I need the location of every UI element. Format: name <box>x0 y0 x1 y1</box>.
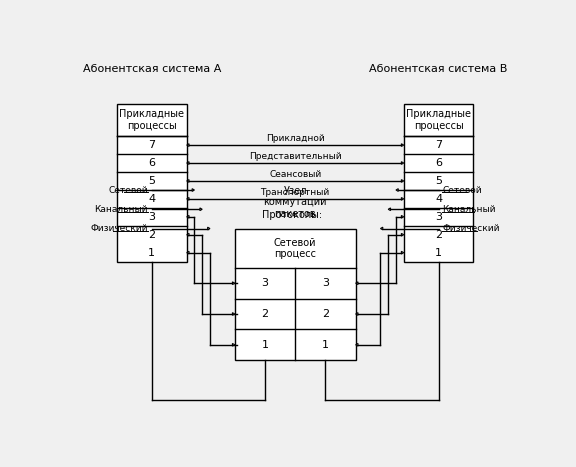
Polygon shape <box>401 198 404 200</box>
Polygon shape <box>187 162 189 164</box>
Polygon shape <box>207 227 210 230</box>
Text: 7: 7 <box>148 140 156 150</box>
Polygon shape <box>187 198 189 200</box>
Text: 2: 2 <box>322 309 329 319</box>
Text: 3: 3 <box>322 278 329 288</box>
Polygon shape <box>401 144 404 147</box>
Text: Физический: Физический <box>90 224 148 233</box>
Polygon shape <box>401 215 404 218</box>
Polygon shape <box>187 251 189 254</box>
Text: Прикладные
процессы: Прикладные процессы <box>119 109 184 131</box>
Text: 4: 4 <box>148 194 156 204</box>
Polygon shape <box>192 189 195 191</box>
Polygon shape <box>233 343 235 346</box>
Polygon shape <box>401 162 404 164</box>
Text: 1: 1 <box>262 340 268 350</box>
Bar <box>117 104 187 262</box>
Text: 2: 2 <box>262 309 268 319</box>
Text: Физический: Физический <box>442 224 500 233</box>
Text: Сетевой: Сетевой <box>108 185 148 195</box>
Polygon shape <box>233 312 235 315</box>
Text: 4: 4 <box>435 194 442 204</box>
Text: 6: 6 <box>149 158 156 168</box>
Text: 3: 3 <box>262 278 268 288</box>
Text: Протоколы:: Протоколы: <box>262 211 322 220</box>
Polygon shape <box>355 343 358 346</box>
Text: Канальный: Канальный <box>94 205 148 214</box>
Text: 3: 3 <box>149 212 156 222</box>
Text: Транспортный: Транспортный <box>260 188 330 197</box>
Text: Сеансовый: Сеансовый <box>269 170 321 179</box>
Text: Представительный: Представительный <box>249 152 342 161</box>
Text: 3: 3 <box>435 212 442 222</box>
Text: 6: 6 <box>435 158 442 168</box>
Text: 1: 1 <box>322 340 329 350</box>
Text: 2: 2 <box>148 230 156 240</box>
Polygon shape <box>187 215 189 218</box>
Text: Сетевой: Сетевой <box>442 185 482 195</box>
Polygon shape <box>187 180 189 182</box>
Polygon shape <box>401 234 404 236</box>
Text: 1: 1 <box>435 248 442 258</box>
Text: 7: 7 <box>435 140 442 150</box>
Polygon shape <box>388 208 391 211</box>
Polygon shape <box>187 144 189 147</box>
Polygon shape <box>200 208 202 211</box>
Polygon shape <box>187 234 189 236</box>
Bar <box>404 104 473 262</box>
Polygon shape <box>233 282 235 284</box>
Text: Прикладной: Прикладной <box>266 134 324 143</box>
Text: 5: 5 <box>435 176 442 186</box>
Text: Узел
коммутации
пакетов: Узел коммутации пакетов <box>263 186 327 219</box>
Text: Абонентская система В: Абонентская система В <box>369 64 508 74</box>
Text: Абонентская система А: Абонентская система А <box>82 64 221 74</box>
Text: 1: 1 <box>149 248 156 258</box>
Text: 2: 2 <box>435 230 442 240</box>
Polygon shape <box>381 227 383 230</box>
Polygon shape <box>401 251 404 254</box>
Text: Прикладные
процессы: Прикладные процессы <box>406 109 471 131</box>
Text: Канальный: Канальный <box>442 205 496 214</box>
Text: Сетевой
процесс: Сетевой процесс <box>274 238 316 259</box>
Polygon shape <box>355 282 358 284</box>
Polygon shape <box>355 312 358 315</box>
Polygon shape <box>401 180 404 182</box>
Bar <box>235 229 355 360</box>
Polygon shape <box>396 189 398 191</box>
Text: 5: 5 <box>149 176 156 186</box>
